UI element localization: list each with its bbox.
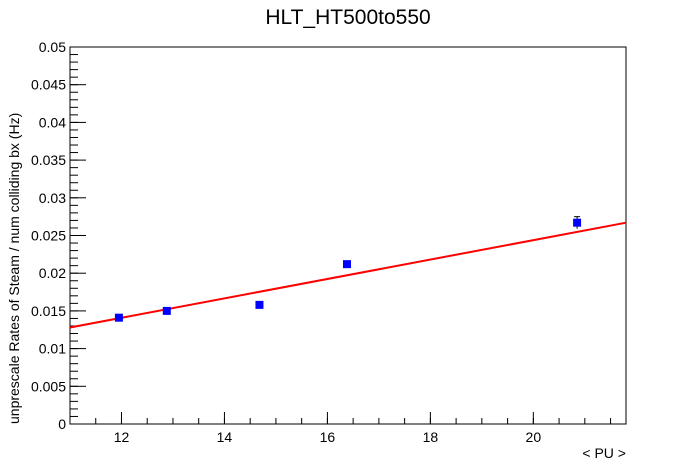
y-tick-label: 0.03: [39, 190, 66, 206]
x-tick-label: 18: [423, 429, 439, 445]
data-point: [573, 218, 582, 227]
y-tick-label: 0: [58, 416, 66, 432]
data-points-series: [114, 216, 582, 322]
x-tick-label: 12: [114, 429, 130, 445]
y-axis-title: unprescale Rates of Steam / num collidin…: [6, 113, 22, 424]
x-tick-label: 14: [217, 429, 233, 445]
plot-frame: [69, 46, 627, 425]
y-tick-label: 0.035: [31, 152, 66, 168]
y-tick-label: 0.01: [39, 341, 66, 357]
y-axis: 0 0.005 0.01 0.015 0.02 0.025 0.03 0.035 0.04 0.0…: [31, 39, 86, 432]
x-tick-label: 20: [526, 429, 542, 445]
y-tick-label: 0.04: [39, 114, 66, 130]
y-tick-label: 0.005: [31, 378, 66, 394]
data-point: [162, 306, 171, 315]
data-point: [342, 260, 351, 269]
data-point: [255, 300, 264, 309]
chart-title: HLT_HT500to550: [265, 6, 430, 29]
y-tick-label: 0.025: [31, 228, 66, 244]
x-axis: 12 14 16 18 20: [69, 412, 612, 445]
y-tick-label: 0.05: [39, 39, 66, 55]
x-tick-label: 16: [320, 429, 336, 445]
fit-line: [69, 221, 627, 329]
y-tick-label: 0.02: [39, 265, 66, 281]
fit-line-series: [69, 221, 627, 329]
x-axis-title: < PU >: [582, 445, 626, 461]
y-tick-label: 0.045: [31, 77, 66, 93]
y-tick-label: 0.015: [31, 303, 66, 319]
data-point: [114, 313, 123, 322]
